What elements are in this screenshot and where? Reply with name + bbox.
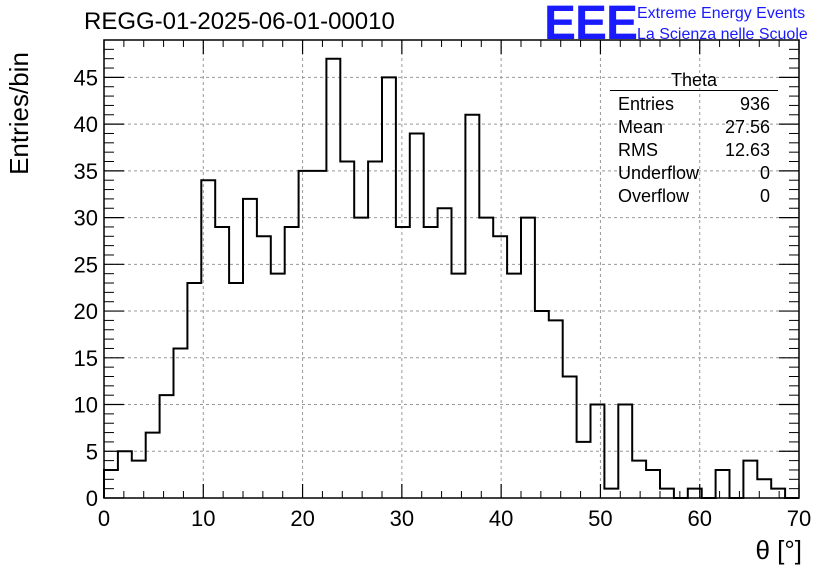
histogram-bin: [299, 171, 313, 498]
histogram-bin: [243, 199, 257, 498]
stats-title: Theta: [610, 70, 778, 91]
y-tick-label: 25: [74, 252, 98, 277]
stats-value: 12.63: [724, 140, 770, 160]
x-tick-label: 50: [588, 506, 612, 531]
stats-row: Underflow 0: [610, 162, 778, 185]
logo-line-1: Extreme Energy Events: [637, 5, 806, 22]
histogram-bin: [479, 218, 493, 498]
histogram-bin: [563, 376, 577, 498]
tick-labels: 0 10 20 30 40 50 60 70 0 5 10 15 20 25 30 35 40 45: [74, 65, 812, 531]
histogram-bin: [396, 227, 410, 498]
histogram-bin: [215, 227, 229, 498]
stats-row: RMS 12.63: [610, 139, 778, 162]
histogram-bin: [104, 470, 118, 498]
stats-label: Mean: [618, 117, 664, 137]
plot-frame: [103, 39, 800, 499]
histogram-bin: [160, 395, 174, 498]
stats-value: 27.56: [724, 117, 770, 137]
y-tick-label: 20: [74, 299, 98, 324]
stats-label: Entries: [618, 94, 675, 114]
histogram-bin: [632, 461, 646, 498]
histogram-bin: [438, 208, 452, 498]
histogram-bin: [340, 162, 354, 498]
stats-row: Mean 27.56: [610, 116, 778, 139]
y-tick-label: 45: [74, 65, 98, 90]
x-tick-label: 60: [687, 506, 711, 531]
axis-ticks: [103, 39, 800, 499]
histogram-bin: [577, 442, 591, 498]
histogram-bin: [646, 470, 660, 498]
x-tick-label: 30: [390, 506, 414, 531]
histogram-bin: [368, 162, 382, 498]
grid-lines: [104, 40, 799, 498]
histogram-bin: [452, 274, 466, 498]
x-axis-label: θ [°]: [755, 535, 802, 565]
histogram-bin: [549, 320, 563, 498]
y-tick-label: 5: [86, 439, 98, 464]
histogram-bin: [771, 489, 785, 498]
histogram-bin: [257, 236, 271, 498]
histogram-bin: [465, 115, 479, 498]
histogram-bin: [229, 283, 243, 498]
stats-label: Overflow: [618, 186, 690, 206]
stats-box: Theta Entries 936 Mean 27.56 RMS 12.63 Underfl…: [610, 70, 778, 208]
histogram-bin: [507, 274, 521, 498]
stats-label: RMS: [618, 140, 658, 160]
histogram-bin: [660, 489, 674, 498]
histogram-bin: [410, 133, 424, 498]
chart-title: REGG-01-2025-06-01-00010: [84, 8, 395, 35]
y-tick-label: 30: [74, 206, 98, 231]
histogram-bin: [604, 489, 618, 498]
histogram-bin: [493, 236, 507, 498]
histogram-bin: [716, 470, 730, 498]
histogram-bin: [382, 77, 396, 498]
x-tick-label: 0: [98, 506, 110, 531]
histogram-bin: [313, 171, 327, 498]
y-tick-label: 0: [86, 486, 98, 511]
histogram-bin: [146, 433, 160, 498]
y-tick-label: 15: [74, 346, 98, 371]
stats-value: 936: [739, 94, 770, 114]
y-tick-label: 10: [74, 393, 98, 418]
stats-rows: Entries 936 Mean 27.56 RMS 12.63 Underflow 0 Ove…: [610, 93, 778, 208]
x-tick-label: 10: [191, 506, 215, 531]
x-tick-label: 70: [787, 506, 811, 531]
histogram-bin: [743, 461, 757, 498]
logo-caption: Extreme Energy Events La Scienza nelle S…: [637, 3, 808, 45]
histogram-bin: [174, 348, 188, 498]
histogram-bin: [118, 451, 132, 498]
logo-line-2: La Scienza nelle Scuole: [637, 26, 808, 43]
histogram-bin: [271, 274, 285, 498]
stats-value: 0: [759, 186, 770, 206]
stats-row: Overflow 0: [610, 185, 778, 208]
stats-value: 0: [759, 163, 770, 183]
stats-row: Entries 936: [610, 93, 778, 116]
x-tick-label: 40: [489, 506, 513, 531]
stats-label: Underflow: [618, 163, 700, 183]
histogram-bin: [285, 227, 299, 498]
x-tick-label: 20: [290, 506, 314, 531]
y-tick-label: 40: [74, 112, 98, 137]
histogram-bin: [424, 227, 438, 498]
histogram-bin: [187, 283, 201, 498]
y-tick-label: 35: [74, 159, 98, 184]
